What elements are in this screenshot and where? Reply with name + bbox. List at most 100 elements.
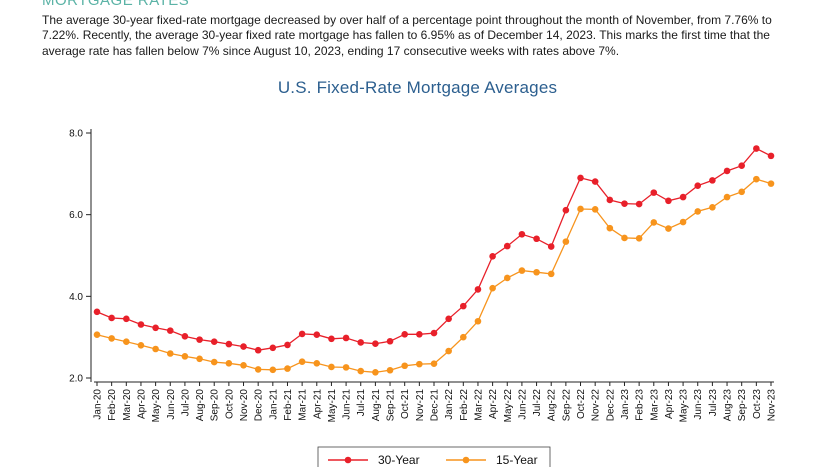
data-point <box>606 224 614 232</box>
x-tick-label: Dec-22 <box>605 389 616 422</box>
data-point <box>269 366 277 374</box>
x-tick-label: Oct-21 <box>400 389 411 419</box>
x-tick-label: Oct-23 <box>752 389 763 419</box>
x-tick-label: Jun-21 <box>342 389 353 420</box>
x-tick-label: Apr-21 <box>312 389 323 419</box>
data-point <box>137 321 145 328</box>
data-point <box>240 362 247 369</box>
x-tick-label: Aug-22 <box>547 389 558 422</box>
data-point <box>753 175 760 183</box>
x-tick-label: Jan-20 <box>93 389 104 420</box>
data-point <box>709 177 716 184</box>
data-point <box>547 243 555 250</box>
data-point <box>430 360 438 368</box>
data-point <box>577 174 584 182</box>
data-point <box>767 152 775 160</box>
data-point <box>328 363 335 371</box>
x-tick-label: Nov-22 <box>591 389 602 422</box>
data-point <box>372 368 379 376</box>
x-tick-label: Aug-21 <box>371 389 382 422</box>
data-point <box>533 268 540 276</box>
x-tick-label: Nov-23 <box>767 389 778 422</box>
data-point <box>254 366 262 373</box>
data-point <box>298 330 306 338</box>
data-point <box>606 196 614 204</box>
chart-axes: 2.0 4.0 6.0 8.0 Jan-20 Feb-20 Mar-20 Apr-20 May-… <box>69 129 777 423</box>
data-point <box>591 178 599 185</box>
data-point <box>416 360 423 368</box>
data-point <box>93 308 101 316</box>
data-point <box>503 242 511 250</box>
data-point <box>298 358 306 365</box>
data-point <box>137 342 145 349</box>
y-tick-label: 4.0 <box>69 292 83 303</box>
data-point <box>225 340 233 348</box>
data-point <box>269 344 277 352</box>
x-tick-label: Oct-22 <box>576 389 587 419</box>
data-point <box>665 225 672 232</box>
x-tick-label: Dec-20 <box>254 389 265 422</box>
x-tick-label: Nov-20 <box>239 389 250 422</box>
x-tick-label: Jul-21 <box>356 389 367 417</box>
data-point <box>401 331 408 338</box>
data-point <box>123 315 130 323</box>
data-point <box>181 353 189 360</box>
data-point <box>357 339 365 346</box>
chart-legend: 30-Year 15-Year <box>317 446 551 467</box>
data-point <box>738 188 745 196</box>
data-point <box>152 345 159 353</box>
data-point <box>284 341 291 349</box>
x-tick-label: Feb-21 <box>283 389 294 421</box>
data-point <box>562 206 570 214</box>
data-point <box>196 336 203 343</box>
data-point <box>635 200 643 208</box>
data-point <box>503 274 511 282</box>
data-point <box>430 329 438 337</box>
data-point <box>240 343 247 350</box>
data-point <box>635 235 643 242</box>
data-point <box>665 197 672 205</box>
x-tick-label: Jul-23 <box>708 389 719 417</box>
data-point <box>181 333 189 340</box>
data-point <box>679 218 687 226</box>
section-paragraph: The average 30-year fixed-rate mortgage … <box>42 13 772 58</box>
x-tick-label: Apr-22 <box>488 389 499 419</box>
series-line-1 <box>96 178 772 373</box>
x-tick-label: Sep-20 <box>210 389 221 422</box>
data-point <box>650 219 658 226</box>
data-point <box>313 331 321 339</box>
x-tick-label: Sep-21 <box>386 389 397 422</box>
data-point <box>753 145 760 152</box>
x-tick-label: May-21 <box>327 389 338 423</box>
data-point <box>460 302 467 310</box>
data-point <box>489 284 496 292</box>
data-point <box>547 270 555 278</box>
data-point <box>533 235 540 243</box>
x-tick-label: Aug-20 <box>195 389 206 422</box>
data-point <box>621 200 628 207</box>
data-point <box>767 180 775 187</box>
y-tick-label: 6.0 <box>69 210 83 221</box>
data-point <box>650 189 658 196</box>
x-tick-label: Feb-20 <box>107 389 118 421</box>
x-tick-label: Jul-20 <box>180 389 191 417</box>
data-point <box>210 358 218 366</box>
data-point <box>445 347 452 355</box>
x-tick-label: Jan-23 <box>620 389 631 420</box>
data-point <box>166 350 174 357</box>
x-tick-label: Jan-21 <box>268 389 279 420</box>
data-point <box>621 234 628 242</box>
data-point <box>401 362 408 370</box>
data-point <box>445 315 452 323</box>
data-point <box>723 193 731 201</box>
data-point <box>313 360 321 367</box>
data-point <box>225 360 233 367</box>
legend-box <box>317 446 551 467</box>
data-point <box>460 333 467 341</box>
data-point <box>342 364 350 371</box>
data-point <box>694 182 702 189</box>
x-tick-label: Mar-20 <box>122 389 133 421</box>
x-tick-label: Aug-23 <box>723 389 734 422</box>
x-tick-label: Mar-22 <box>473 389 484 421</box>
